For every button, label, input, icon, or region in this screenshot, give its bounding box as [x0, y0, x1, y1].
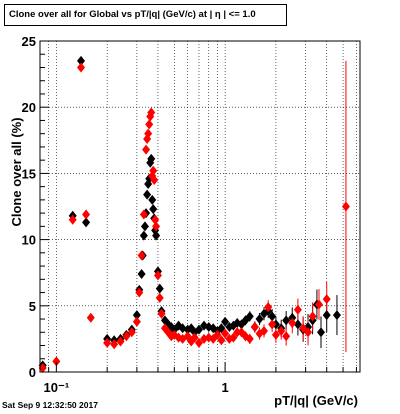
- y-tick-label: 15: [22, 166, 36, 181]
- data-point: [52, 356, 61, 367]
- data-point: [137, 250, 146, 261]
- data-point: [139, 209, 148, 220]
- data-point: [152, 221, 161, 232]
- y-tick-label: 20: [22, 100, 36, 115]
- data-point: [147, 107, 156, 118]
- data-point: [68, 214, 77, 225]
- data-point: [132, 316, 141, 327]
- data-point: [221, 316, 230, 327]
- data-point: [221, 328, 230, 339]
- data-point: [155, 283, 164, 294]
- y-tick-label: 5: [29, 299, 36, 314]
- data-point: [213, 329, 222, 340]
- data-point: [229, 332, 238, 343]
- data-point: [103, 337, 112, 348]
- timestamp: Sat Sep 9 12:32:50 2017: [2, 400, 98, 410]
- data-point: [245, 311, 254, 322]
- x-tick-label: 10⁻¹: [44, 380, 70, 395]
- data-point: [194, 337, 203, 348]
- data-point: [135, 287, 144, 298]
- data-point: [143, 189, 152, 200]
- chart-title: Clone over all for Global vs pT/|q| (GeV…: [9, 9, 256, 20]
- data-point: [82, 209, 91, 220]
- data-point: [255, 314, 264, 325]
- data-point: [142, 144, 151, 155]
- data-point: [341, 201, 350, 212]
- y-axis-label: Clone over all (%): [9, 117, 24, 226]
- data-point: [153, 270, 162, 281]
- data-point: [145, 119, 154, 130]
- data-point: [149, 165, 158, 176]
- data-point: [314, 299, 323, 310]
- data-point: [190, 332, 199, 343]
- data-point: [127, 327, 136, 338]
- data-point: [264, 302, 273, 313]
- data-point: [38, 363, 47, 374]
- data-point: [282, 331, 291, 342]
- data-point: [250, 321, 259, 332]
- data-point: [86, 312, 95, 323]
- axes: 0 5 10 15 20 25 10⁻¹ 1: [22, 34, 357, 395]
- data-point: [245, 333, 254, 344]
- y-tick-label: 10: [22, 233, 36, 248]
- data-point: [268, 319, 277, 330]
- data-point: [217, 335, 226, 346]
- data-point: [155, 292, 164, 303]
- data-point: [77, 62, 86, 73]
- data-point: [332, 310, 341, 321]
- data-point: [137, 269, 146, 280]
- data-point: [268, 311, 277, 322]
- data-point: [122, 331, 131, 342]
- data-markers: [38, 55, 350, 374]
- data-point: [82, 217, 91, 228]
- data-point: [293, 304, 302, 315]
- data-point: [148, 194, 157, 205]
- data-point: [271, 329, 280, 340]
- data-point: [194, 324, 203, 335]
- data-point: [149, 204, 158, 215]
- data-point: [308, 311, 317, 322]
- data-point: [277, 325, 286, 336]
- data-point: [151, 214, 160, 225]
- data-point: [140, 221, 149, 232]
- data-point: [282, 315, 291, 326]
- x-tick-label: 1: [221, 380, 228, 395]
- data-point: [322, 310, 331, 321]
- x-axis-label: pT/|q| (GeV/c): [274, 393, 358, 408]
- y-tick-label: 0: [29, 365, 36, 380]
- data-point: [233, 327, 242, 338]
- data-point: [316, 327, 325, 338]
- chart-title-box: Clone over all for Global vs pT/|q| (GeV…: [4, 4, 287, 26]
- data-point: [116, 336, 125, 347]
- plot-frame: [39, 40, 361, 373]
- data-point: [77, 55, 86, 66]
- data-point: [288, 312, 297, 323]
- data-point: [288, 318, 297, 329]
- y-tick-label: 25: [22, 34, 36, 49]
- data-point: [132, 310, 141, 321]
- data-point: [139, 230, 148, 241]
- data-point: [110, 339, 119, 350]
- data-point: [259, 325, 268, 336]
- data-point: [157, 308, 166, 319]
- data-point: [293, 319, 302, 330]
- data-point: [144, 128, 153, 139]
- data-point: [150, 175, 159, 186]
- data-point: [152, 230, 161, 241]
- data-point: [299, 323, 308, 334]
- data-point: [304, 327, 313, 338]
- data-point: [322, 294, 331, 305]
- data-point: [147, 153, 156, 164]
